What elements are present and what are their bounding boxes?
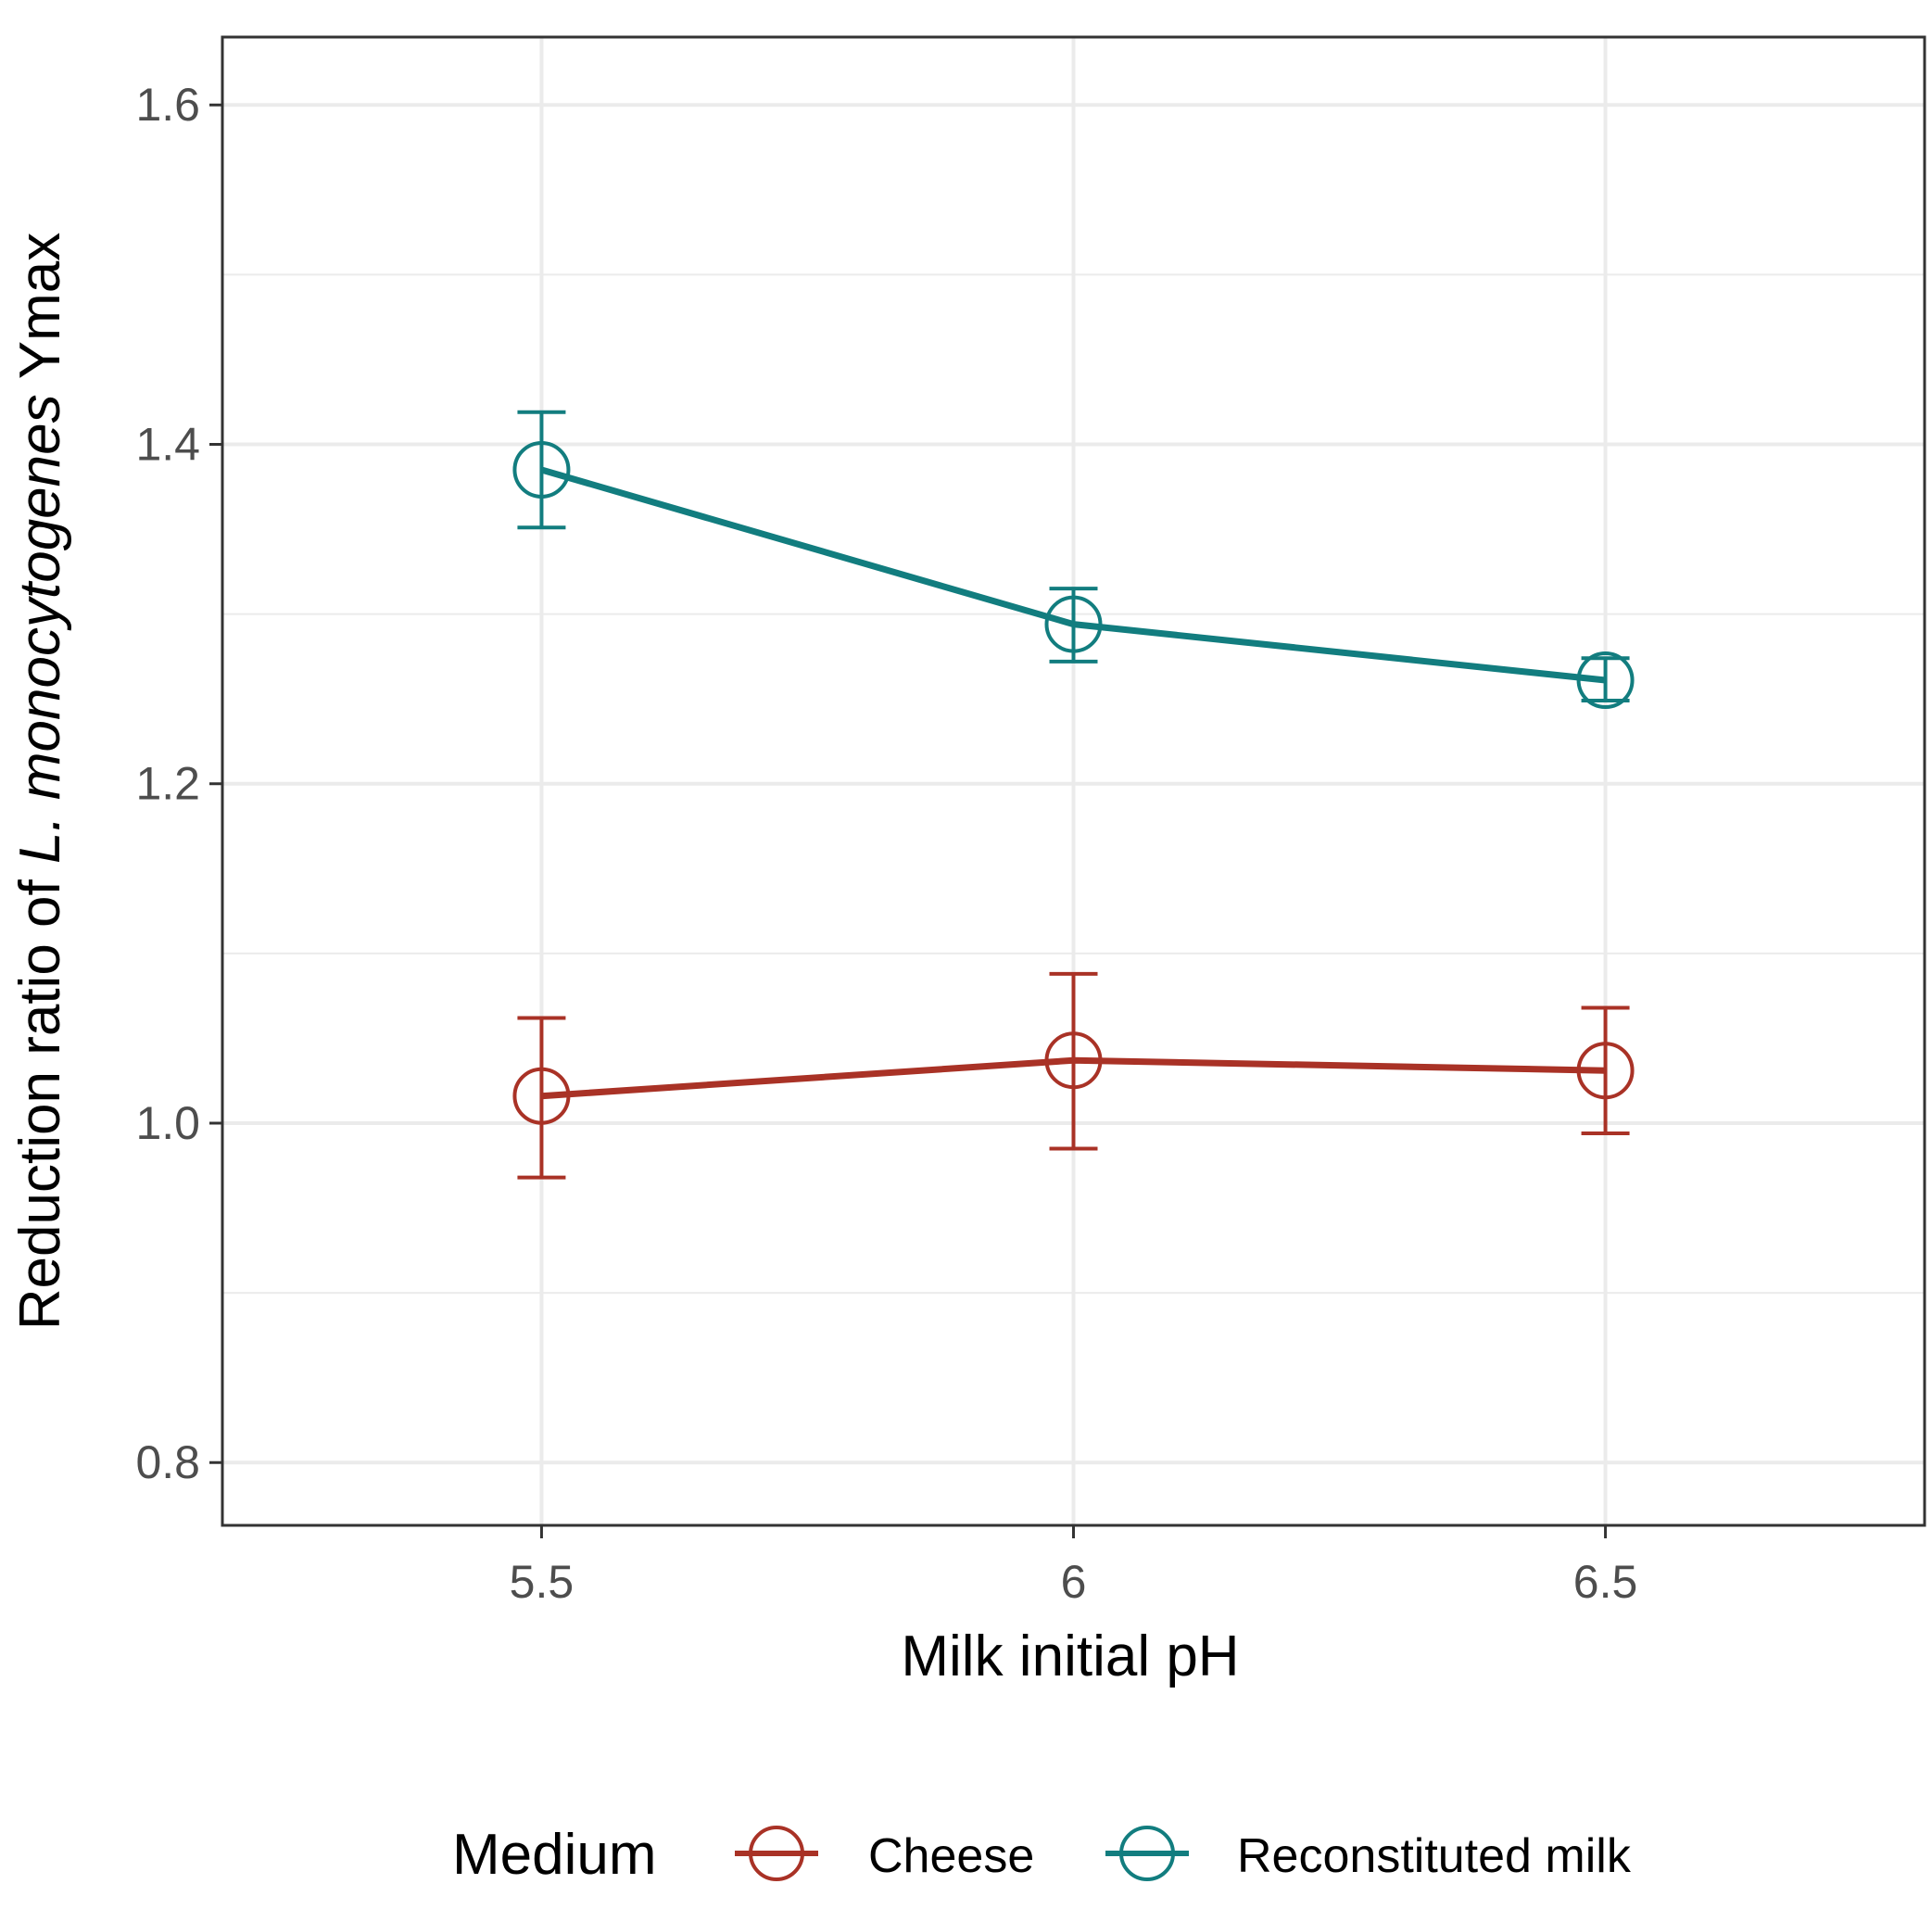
x-axis-title: Milk initial pH: [901, 1625, 1239, 1688]
y-axis-title-species: L. monocytogenes: [8, 394, 72, 864]
y-axis-title-part-3: Ymax: [8, 233, 72, 395]
data-point-reconstituted-milk: [512, 440, 571, 499]
y-tick-label: 1.4: [135, 418, 200, 470]
legend: Medium Cheese Reconstituted milk: [452, 1823, 1632, 1887]
series-layer: [512, 410, 1635, 1180]
axis-ticks: [209, 103, 1608, 1538]
data-point-cheese: [512, 1067, 571, 1125]
x-tick-labels: 5.5 6 6.5: [510, 1556, 1638, 1608]
data-point-cheese: [1044, 1031, 1103, 1090]
x-tick-label: 6.5: [1573, 1556, 1638, 1608]
series-cheese: [512, 971, 1635, 1180]
legend-key-cheese: [735, 1826, 818, 1881]
legend-key-cheese-marker: [749, 1826, 804, 1881]
legend-label-cheese: Cheese: [868, 1829, 1034, 1883]
legend-label-reconstituted-milk: Reconstituted milk: [1237, 1829, 1632, 1883]
legend-key-reconstituted-milk-marker: [1119, 1826, 1175, 1881]
y-tick-labels: 0.8 1.0 1.2 1.4 1.6: [135, 79, 200, 1488]
y-tick-label: 1.6: [135, 79, 200, 131]
y-axis-title: Reduction ratio of L. monocytogenes Ymax: [8, 233, 72, 1330]
data-point-reconstituted-milk: [1576, 651, 1635, 710]
y-tick-label: 1.0: [135, 1097, 200, 1149]
x-tick-label: 6: [1061, 1556, 1087, 1608]
y-axis-title-part-1: Reduction ratio of: [8, 864, 72, 1330]
legend-key-reconstituted-milk: [1105, 1826, 1189, 1881]
data-point-cheese: [1576, 1042, 1635, 1100]
data-point-reconstituted-milk: [1044, 595, 1103, 653]
x-tick-label: 5.5: [510, 1556, 575, 1608]
y-tick-label: 1.2: [135, 758, 200, 810]
legend-title: Medium: [452, 1823, 657, 1887]
y-tick-label: 0.8: [135, 1436, 200, 1488]
grid: [222, 37, 1925, 1525]
series-reconstituted-milk: [512, 410, 1635, 710]
